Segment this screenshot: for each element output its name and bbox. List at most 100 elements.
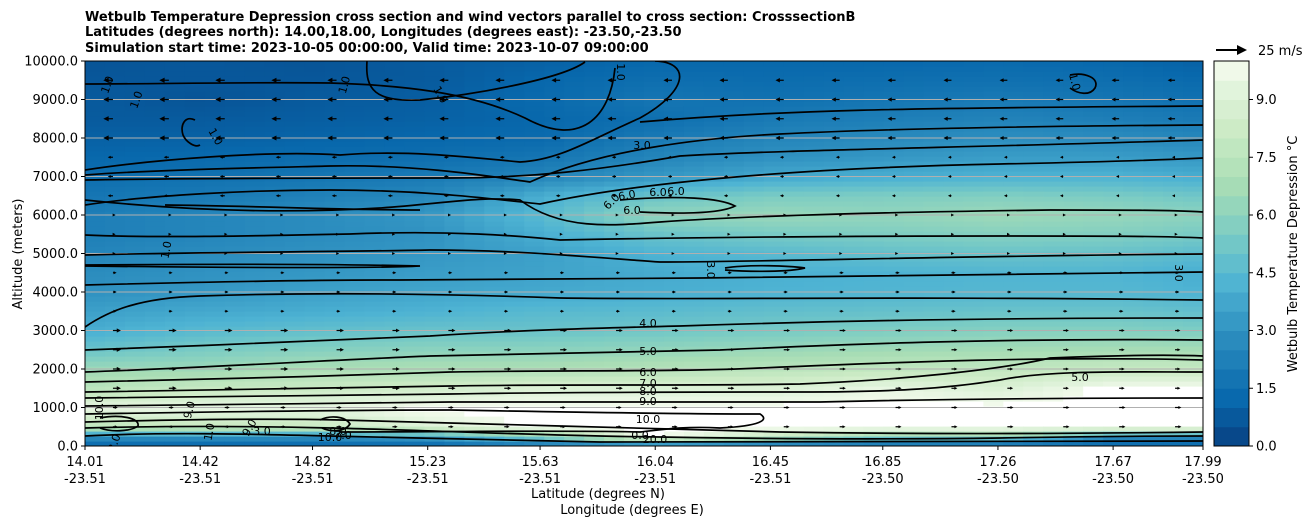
field-cell (983, 81, 1004, 87)
field-cell (1043, 221, 1064, 227)
wind-arrow (336, 252, 340, 255)
field-cell (85, 326, 106, 332)
field-cell (763, 331, 785, 337)
field-cell (1183, 426, 1203, 432)
field-cell (723, 376, 745, 382)
field-cell (304, 341, 326, 347)
field-cell (1043, 241, 1064, 247)
field-cell (783, 406, 805, 412)
field-cell (863, 91, 885, 97)
field-cell (903, 301, 925, 307)
field-cell (803, 91, 825, 97)
field-cell (683, 361, 705, 367)
field-cell (743, 136, 765, 142)
wind-arrow (112, 309, 117, 313)
field-cell (723, 196, 745, 202)
field-cell (1003, 81, 1024, 87)
field-cell (863, 171, 885, 177)
field-cell (604, 206, 625, 212)
wind-arrow (439, 135, 449, 141)
field-cell (703, 416, 725, 422)
field-cell (404, 91, 425, 97)
field-cell (304, 156, 326, 162)
field-cell (823, 356, 845, 362)
field-cell (863, 71, 885, 77)
field-cell (763, 281, 785, 287)
wind-arrow (560, 309, 565, 313)
wind-arrow (723, 155, 728, 159)
field-cell (324, 186, 346, 192)
field-cell (344, 436, 366, 442)
field-cell (384, 166, 406, 172)
field-cell (843, 201, 865, 207)
field-cell (544, 81, 565, 87)
field-cell (943, 391, 965, 397)
field-cell (384, 361, 406, 367)
field-cell (683, 351, 705, 357)
field-cell (424, 136, 445, 142)
field-cell (304, 171, 326, 177)
field-cell (104, 161, 126, 167)
field-cell (104, 226, 126, 232)
field-cell (344, 226, 366, 232)
field-cell (1083, 351, 1104, 357)
field-cell (85, 91, 106, 97)
field-cell (723, 431, 745, 437)
field-cell (783, 261, 805, 267)
field-cell (524, 316, 545, 322)
wind-arrow (1167, 78, 1176, 83)
wind-arrow (895, 290, 900, 294)
field-cell (644, 376, 665, 382)
field-cell (264, 146, 286, 152)
field-cell (1123, 141, 1144, 147)
field-cell (384, 431, 406, 437)
field-cell (204, 291, 226, 297)
contour-line (85, 61, 681, 171)
field-cell (644, 396, 665, 402)
field-cell (404, 336, 425, 342)
field-cell (124, 321, 146, 327)
wind-arrow (887, 78, 896, 83)
field-cell (484, 406, 505, 412)
field-cell (743, 101, 765, 107)
field-cell (863, 186, 885, 192)
field-cell (344, 361, 366, 367)
field-cell (464, 141, 485, 147)
field-cell (663, 231, 685, 237)
field-cell (663, 216, 685, 222)
x-tick-label-lat: 17.99 (1184, 455, 1221, 470)
field-cell (783, 301, 805, 307)
field-cell (124, 106, 146, 112)
wind-arrow (1007, 348, 1014, 352)
field-cell (723, 76, 745, 82)
field-cell (85, 261, 106, 267)
field-cell (843, 181, 865, 187)
field-cell (1083, 121, 1104, 127)
wind-arrow (895, 271, 900, 275)
field-cell (743, 291, 765, 297)
wind-arrow (224, 213, 228, 217)
field-cell (983, 71, 1004, 77)
field-cell (504, 66, 525, 72)
field-cell (484, 381, 505, 387)
field-cell (743, 406, 765, 412)
field-cell (663, 121, 685, 127)
field-cell (983, 311, 1004, 317)
field-cell (903, 101, 925, 107)
field-cell (184, 301, 206, 307)
field-cell (1063, 201, 1084, 207)
field-cell (444, 146, 465, 152)
field-cell (1123, 221, 1144, 227)
field-cell (164, 141, 186, 147)
field-cell (863, 321, 885, 327)
field-cell (1123, 351, 1144, 357)
field-cell (144, 156, 166, 162)
wind-arrow (943, 116, 952, 121)
wind-arrow (280, 213, 284, 217)
field-cell (85, 381, 106, 387)
field-cell (424, 131, 445, 137)
field-cell (644, 416, 665, 422)
field-cell (564, 61, 585, 67)
field-cell (883, 126, 905, 132)
field-cell (424, 441, 445, 446)
